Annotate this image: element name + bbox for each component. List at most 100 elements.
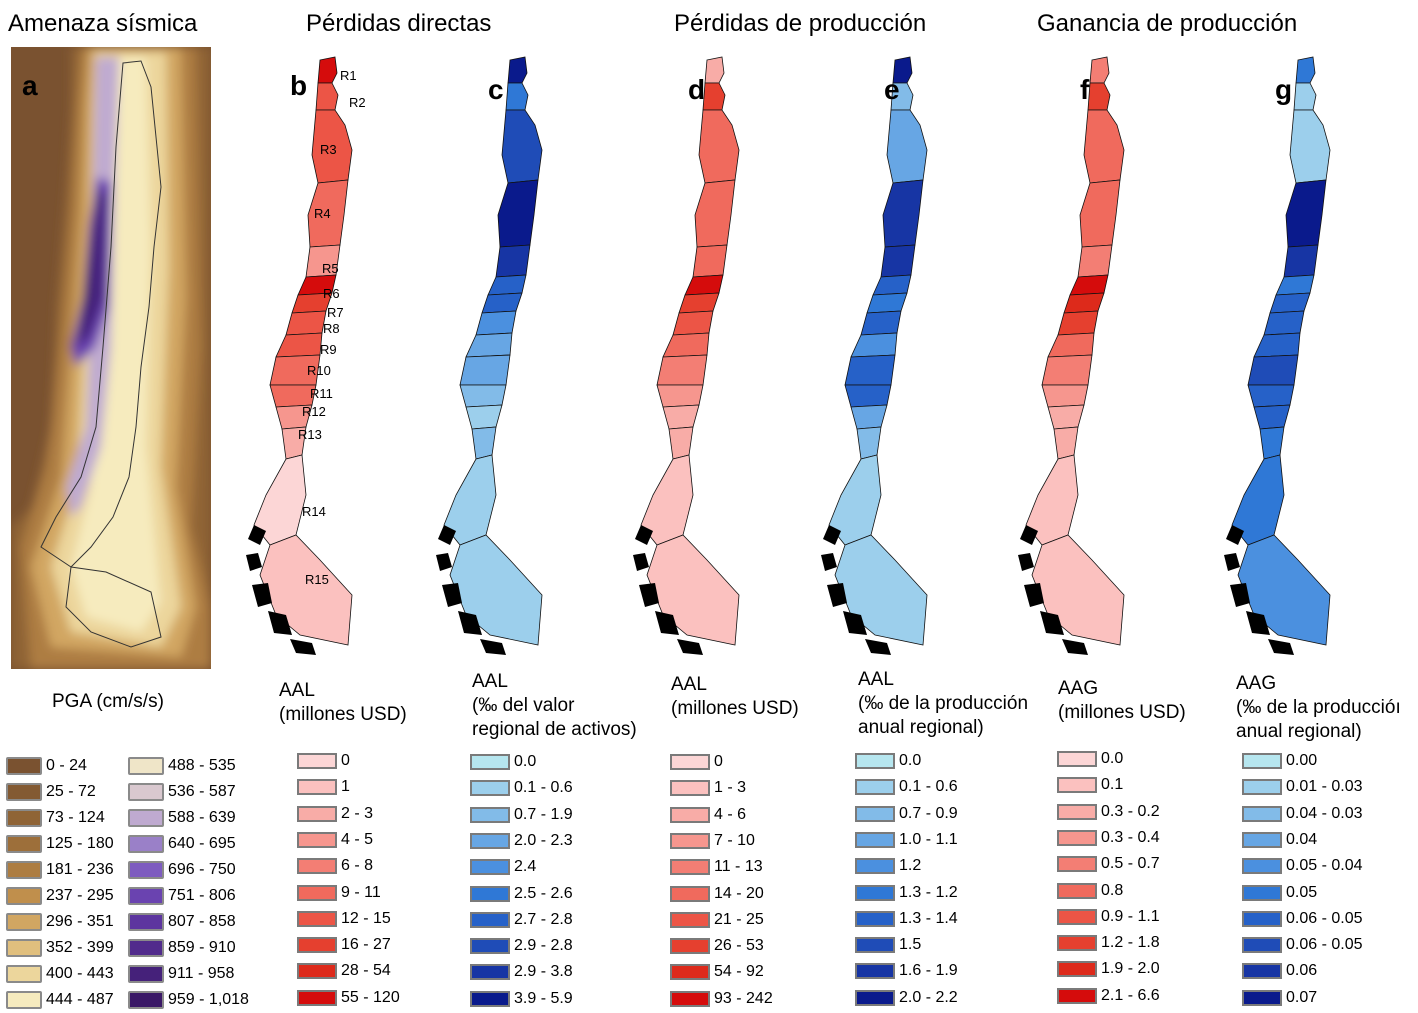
- legend-item: 93 - 242: [670, 990, 773, 1008]
- legend-label: 296 - 351: [46, 913, 114, 930]
- region-shape: [872, 274, 912, 296]
- legend-label: 0.3 - 0.4: [1101, 828, 1160, 846]
- region-shape: [459, 384, 507, 408]
- legend-item: 0.04 - 0.03: [1242, 805, 1363, 823]
- legend-label: 0.04: [1286, 830, 1318, 848]
- legend-swatch: [297, 989, 337, 1006]
- region-shape: [886, 109, 928, 184]
- coast-islands: [246, 525, 316, 655]
- region-label-r13: R13: [298, 427, 322, 442]
- legend-swatch: [1242, 989, 1282, 1006]
- legend-swatch: [297, 910, 337, 927]
- legend-swatch: [1057, 908, 1097, 925]
- region-shape: [459, 354, 511, 386]
- region-shape: [692, 244, 728, 278]
- region-shape: [507, 56, 528, 84]
- legend-label: 16 - 27: [341, 936, 391, 954]
- legend-label: 3.9 - 5.9: [514, 989, 573, 1007]
- region-label-r14: R14: [302, 504, 326, 519]
- legend-item: 2.1 - 6.6: [1057, 987, 1160, 1005]
- legend-label: 2 - 3: [341, 804, 374, 822]
- legend-swatch: [6, 835, 42, 853]
- legend-item: 0.05 - 0.04: [1242, 857, 1363, 875]
- legend-item: 588 - 639: [128, 809, 236, 827]
- region-shape: [465, 332, 513, 358]
- legend-swatch: [855, 937, 895, 954]
- legend-item: 0.06 - 0.05: [1242, 936, 1363, 954]
- legend-label: 444 - 487: [46, 991, 114, 1008]
- legend-title-c: AAL (‰ del valor regional de activos): [472, 671, 637, 740]
- legend-label: 93 - 242: [714, 989, 773, 1007]
- legend-item: 859 - 910: [128, 939, 236, 957]
- legend-swatch: [670, 832, 710, 849]
- legend-swatch: [470, 780, 510, 797]
- legend-item: 911 - 958: [128, 965, 234, 983]
- legend-item: 237 - 295: [6, 887, 114, 905]
- legend-swatch: [1057, 829, 1097, 846]
- region-shape: [1263, 310, 1305, 336]
- legend-swatch: [6, 939, 42, 957]
- region-shape: [1293, 82, 1317, 111]
- legend-label: 696 - 750: [168, 861, 236, 878]
- legend-swatch: [1242, 963, 1282, 980]
- legend-item: 1.9 - 2.0: [1057, 960, 1160, 978]
- legend-item: 9 - 11: [297, 884, 381, 902]
- legend-swatch: [297, 753, 337, 769]
- region-shape: [1063, 292, 1105, 314]
- legend-label: 2.1 - 6.6: [1101, 986, 1160, 1004]
- region-shape: [1275, 274, 1315, 296]
- region-shape: [1289, 109, 1331, 184]
- legend-label: 640 - 695: [168, 835, 236, 852]
- legend-item: 0.00: [1242, 752, 1317, 770]
- legend-item: 536 - 587: [128, 783, 236, 801]
- region-shape: [1057, 310, 1099, 336]
- legend-label: 0: [714, 753, 723, 770]
- legend-swatch: [6, 991, 42, 1009]
- legend-item: 11 - 13: [670, 858, 763, 876]
- region-shape: [311, 109, 353, 184]
- region-shape: [844, 354, 896, 386]
- legend-item: 21 - 25: [670, 911, 764, 929]
- region-shape: [497, 179, 539, 248]
- legend-label: 55 - 120: [341, 988, 400, 1006]
- legend-item: 1.5: [855, 936, 921, 954]
- region-shape: [860, 310, 902, 336]
- region-label-r6: R6: [323, 286, 340, 301]
- legend-item: 1: [297, 778, 350, 796]
- legend-label: 54 - 92: [714, 963, 764, 981]
- legend-item: 1.0 - 1.1: [855, 831, 958, 849]
- region-label-r15: R15: [305, 572, 329, 587]
- legend-swatch: [1242, 753, 1282, 769]
- legend-swatch: [1242, 779, 1282, 796]
- legend-label: 0.07: [1286, 988, 1318, 1006]
- map-b-direct-losses: [246, 56, 353, 655]
- legend-label: 0.9 - 1.1: [1101, 907, 1160, 925]
- legend-swatch: [470, 911, 510, 928]
- legend-label: 0.06 - 0.05: [1286, 909, 1363, 927]
- legend-label: 0.0: [514, 753, 537, 770]
- legend-label: 21 - 25: [714, 910, 764, 928]
- legend-swatch: [470, 990, 510, 1007]
- panel-letter-d: d: [688, 74, 706, 105]
- legend-item: 0.7 - 1.9: [470, 806, 573, 824]
- title-production-losses: Pérdidas de producción: [674, 10, 927, 37]
- region-shape: [1259, 426, 1285, 460]
- legend-item: 1 - 3: [670, 779, 746, 797]
- legend-swatch: [670, 754, 710, 770]
- legend-swatch: [128, 809, 164, 827]
- legend-label: 25 - 72: [46, 783, 96, 800]
- map-e-production-losses-permille: [821, 56, 928, 655]
- legend-item: 1.3 - 1.4: [855, 910, 958, 928]
- legend-item: 0 - 24: [6, 757, 87, 775]
- legend-item: 25 - 72: [6, 783, 96, 801]
- legend-label: 2.5 - 2.6: [514, 884, 573, 902]
- region-shape: [1069, 274, 1109, 296]
- legend-item: 488 - 535: [128, 757, 236, 775]
- legend-swatch: [855, 989, 895, 1006]
- legend-swatch: [855, 831, 895, 848]
- region-shape: [890, 82, 914, 111]
- region-shape: [662, 404, 700, 430]
- legend-swatch: [470, 754, 510, 770]
- legend-swatch: [6, 757, 42, 775]
- legend-label: 588 - 639: [168, 809, 236, 826]
